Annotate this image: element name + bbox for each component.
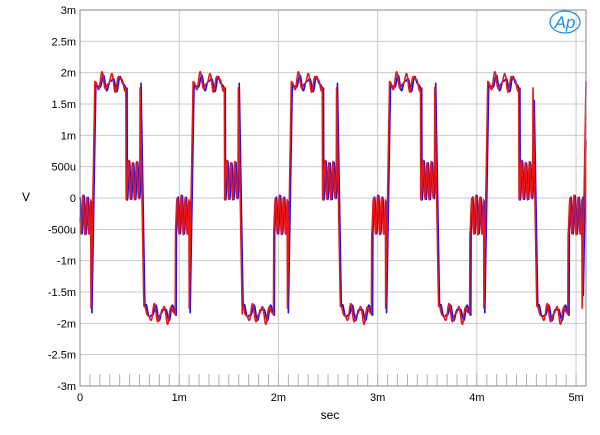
logo-text: Ap — [554, 13, 576, 32]
y-tick-label: 2.5m — [52, 36, 76, 48]
y-tick-label: -500u — [48, 224, 76, 236]
series-lines — [79, 70, 587, 326]
y-tick-label: 1.5m — [52, 99, 76, 111]
y-tick-label: -2.5m — [48, 350, 76, 362]
ap-logo-icon: Ap — [549, 10, 581, 34]
y-tick-label: -1m — [57, 256, 76, 268]
series-2-line — [79, 70, 587, 326]
y-tick-label: -1.5m — [48, 287, 76, 299]
x-tick-label: 0 — [77, 392, 83, 404]
x-tick-label: 2m — [271, 392, 286, 404]
y-tick-label: -3m — [57, 381, 76, 393]
y-axis-label: V — [22, 190, 30, 204]
logo-ellipse — [549, 10, 581, 34]
x-tick-label: 4m — [469, 392, 484, 404]
x-tick-label: 1m — [172, 392, 187, 404]
y-tick-label: 1m — [61, 130, 76, 142]
x-axis-label: sec — [321, 408, 340, 422]
x-tick-label: 5m — [568, 392, 583, 404]
y-tick-label: 2m — [61, 68, 76, 80]
plot-frame — [79, 9, 587, 387]
y-tick-label: 3m — [61, 5, 76, 17]
x-tick-label: 3m — [370, 392, 385, 404]
y-tick-label: -2m — [57, 318, 76, 330]
x-tick-labels: 0 1m 2m 3m 4m 5m — [77, 392, 584, 404]
y-tick-label: 0 — [70, 193, 76, 205]
minor-ticks — [89, 374, 577, 386]
y-tick-label: 500u — [52, 162, 76, 174]
y-tick-labels: 3m 2.5m 2m 1.5m 1m 500u 0 -500u -1m -1.5m -2m -2.5m… — [48, 5, 76, 393]
